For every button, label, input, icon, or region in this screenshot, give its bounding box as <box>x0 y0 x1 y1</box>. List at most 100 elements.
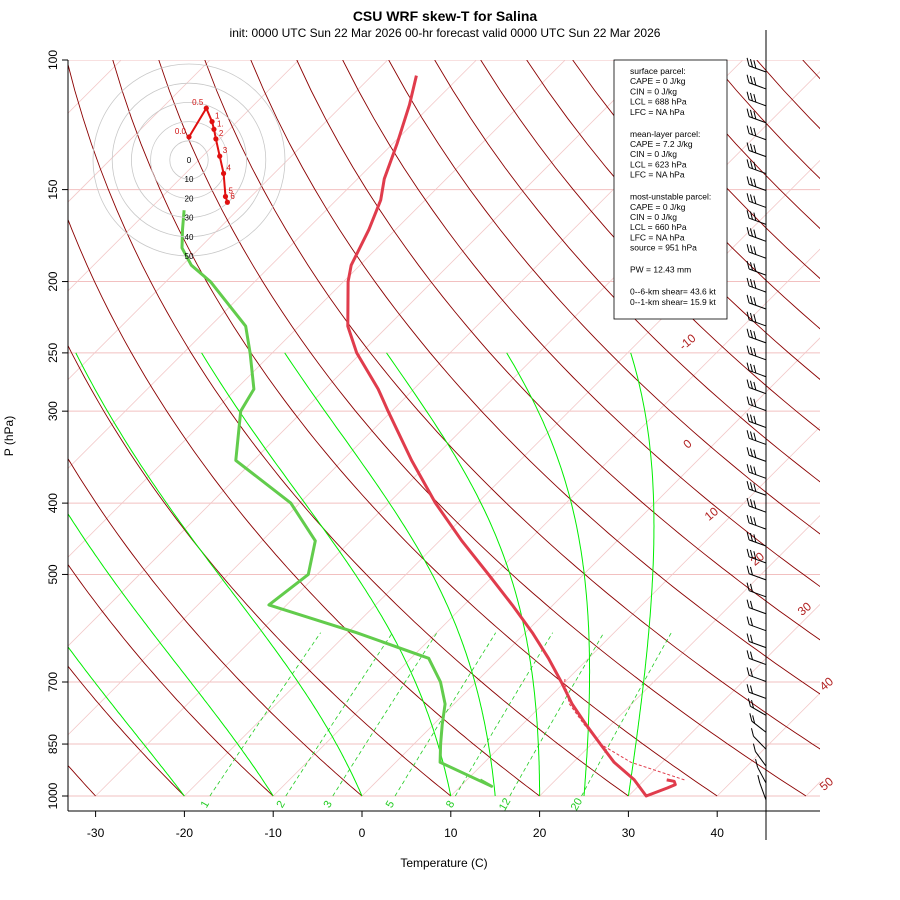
wind-barb <box>746 413 767 429</box>
wind-barb <box>746 582 767 598</box>
parcel-info-line: CAPE = 7.2 J/kg <box>630 139 693 149</box>
hodograph-point <box>211 126 217 132</box>
dry-adiabat-line <box>68 62 629 797</box>
hodograph-point <box>224 199 230 205</box>
wind-barb <box>746 548 767 564</box>
hodograph-point-label: 1. <box>217 119 224 128</box>
parcel-info-line: CIN = 0 J/kg <box>630 149 677 159</box>
wind-barb <box>746 142 767 158</box>
x-tick-label: -10 <box>265 826 283 840</box>
mixing-ratio-line <box>454 632 553 797</box>
hodograph-ring-label: 40 <box>185 233 194 242</box>
hodograph-point <box>209 119 215 125</box>
moist-adiabat-line <box>68 512 274 797</box>
moist-adiabat-line <box>284 352 496 797</box>
dry-adiabat-line <box>342 60 820 588</box>
moist-adiabat-line <box>627 352 655 797</box>
hodograph-point <box>203 105 209 111</box>
y-tick-label: 700 <box>46 672 60 692</box>
dry-adiabat-line <box>68 218 540 797</box>
profile-lines <box>180 75 685 798</box>
wind-barb <box>746 243 767 259</box>
wind-barb <box>746 396 767 412</box>
parcel-info-line: CIN = 0 J/kg <box>630 86 677 96</box>
hodograph-ring <box>111 82 267 238</box>
wind-barb <box>746 531 767 547</box>
y-tick-label: 250 <box>46 343 60 363</box>
chart-subtitle: init: 0000 UTC Sun 22 Mar 2026 00-hr for… <box>230 26 661 40</box>
wind-barb <box>746 684 767 699</box>
mixing-ratio-line <box>581 632 672 797</box>
hodograph-point-label: 3 <box>223 146 228 155</box>
hodograph-point <box>186 134 192 140</box>
moist-adiabat-line <box>386 352 541 796</box>
hodograph-point-label: 6 <box>230 192 235 201</box>
hodograph-ring <box>92 63 286 257</box>
hodograph: 0 10 20 30 40 50 0.0 0.5 11.2 3 4 56 <box>92 63 286 261</box>
y-tick-label: 500 <box>46 564 60 584</box>
isotherm-line <box>184 159 820 797</box>
parcel-info-line: most-unstable parcel: <box>630 192 711 202</box>
mixing-ratio-line <box>209 632 321 797</box>
wind-barb <box>746 633 767 649</box>
dry-adiabat-line <box>895 60 900 796</box>
wind-barb <box>746 599 767 615</box>
parcel-info-line: 0--1-km shear= 15.9 kt <box>630 297 716 307</box>
mixing-ratio-line <box>285 632 393 797</box>
isotherm-line <box>68 60 300 292</box>
wind-barb <box>746 176 767 191</box>
isotherm-line <box>68 60 566 558</box>
dry-adiabat-line <box>480 60 820 431</box>
wind-barb <box>746 125 767 141</box>
isotherm-label: -10 <box>676 331 699 353</box>
hodograph-ring-label: 20 <box>185 194 194 203</box>
parcel-info-line: CAPE = 0 J/kg <box>630 76 686 86</box>
dry-adiabat-line <box>388 60 820 535</box>
dry-adiabat-line <box>68 665 185 797</box>
y-tick-label: 1000 <box>46 782 60 809</box>
hodograph-ring-label: 50 <box>185 252 194 261</box>
wind-barb <box>746 362 767 378</box>
dry-adiabat-line <box>68 344 452 797</box>
dry-adiabat-line <box>68 563 274 797</box>
dry-adiabat-line <box>158 60 807 797</box>
mixing-ratio-line <box>509 632 605 797</box>
wind-barb <box>746 227 767 242</box>
x-tick-label: 30 <box>622 826 636 840</box>
wind-barb <box>747 698 767 716</box>
y-tick-label: 300 <box>46 401 60 421</box>
isotherm-line <box>716 692 820 797</box>
isotherm-line <box>895 60 900 796</box>
moist-adiabat-line <box>506 352 591 797</box>
wind-barb <box>746 616 767 632</box>
dry-adiabat-line <box>68 457 363 797</box>
parcel-info-line: CIN = 0 J/kg <box>630 212 677 222</box>
y-tick-label: 400 <box>46 493 60 513</box>
wind-barb <box>752 743 767 767</box>
temperature-profile <box>346 75 677 798</box>
mixing-ratio-label: 20 <box>569 796 586 813</box>
mixing-ratio-label: 2 <box>274 799 287 810</box>
y-tick-label: 200 <box>46 271 60 291</box>
wind-barb <box>746 464 767 479</box>
isotherm-line <box>450 426 820 797</box>
hodograph-ring <box>169 140 209 180</box>
wind-barb <box>746 497 767 513</box>
wind-barb <box>746 447 767 462</box>
wind-barb <box>746 311 767 327</box>
y-axis-label: P (hPa) <box>2 416 16 456</box>
wind-barb <box>751 728 767 750</box>
hodograph-point-label: 5 <box>228 186 233 195</box>
moist-adiabat-line <box>68 646 185 797</box>
isotherm-label: 10 <box>702 504 721 524</box>
isotherm-line <box>272 248 820 797</box>
parcel-info-line: LCL = 623 hPa <box>630 159 687 169</box>
wind-barb <box>746 74 767 90</box>
mixing-ratio-label: 1 <box>199 799 212 810</box>
isotherm-line <box>628 603 820 797</box>
wind-barb <box>746 480 767 496</box>
wind-barb <box>746 379 767 395</box>
parcel-info-line: 0--6-km shear= 43.6 kt <box>630 287 716 297</box>
hodograph-point-label: 4 <box>227 163 232 172</box>
